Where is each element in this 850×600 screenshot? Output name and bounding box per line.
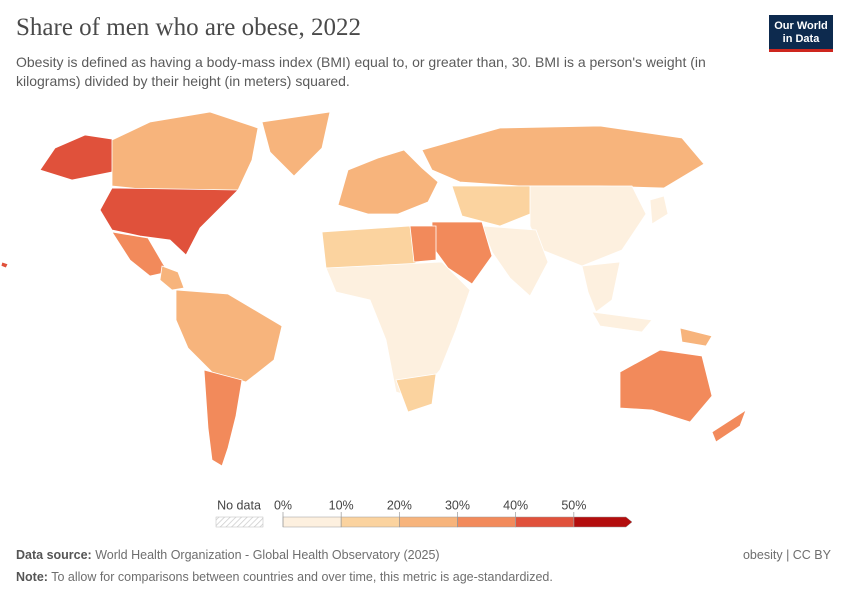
region xyxy=(175,289,283,383)
region xyxy=(99,187,239,256)
note-label: Note: xyxy=(16,570,48,584)
credit[interactable]: obesity | CC BY xyxy=(742,548,831,562)
logo-line: Our World xyxy=(774,20,828,32)
region xyxy=(0,261,9,269)
region xyxy=(581,261,621,313)
region xyxy=(481,225,549,297)
regions xyxy=(0,111,747,467)
source: Data source: World Health Organization -… xyxy=(16,548,440,562)
legend-bin xyxy=(399,516,458,528)
region xyxy=(395,373,437,413)
region xyxy=(325,261,471,399)
region xyxy=(39,134,119,181)
legend-tick-label: 10% xyxy=(329,498,354,512)
legend-bin xyxy=(515,516,575,528)
legend-bin xyxy=(282,516,342,528)
source-text: World Health Organization - Global Healt… xyxy=(95,548,440,562)
legend-tick-label: 50% xyxy=(561,498,586,512)
subtitle: Obesity is defined as having a body-mass… xyxy=(16,54,706,89)
legend-tick-label: 0% xyxy=(274,498,292,512)
legend-tick-label: 40% xyxy=(503,498,528,512)
region xyxy=(529,185,647,267)
region xyxy=(111,111,259,193)
logo[interactable]: Our World in Data xyxy=(769,15,833,52)
map: No data 0% 10% 20% 30% 40% 50% xyxy=(0,111,747,528)
legend-bin xyxy=(340,516,400,528)
region xyxy=(203,369,243,467)
region xyxy=(649,195,669,225)
logo-line: in Data xyxy=(782,33,820,45)
region xyxy=(261,111,331,177)
title: Share of men who are obese, 2022 xyxy=(16,14,362,41)
legend-tick-label: 20% xyxy=(387,498,412,512)
legend-no-data: No data xyxy=(217,498,261,512)
region xyxy=(451,185,541,227)
region xyxy=(679,327,713,347)
region xyxy=(337,149,439,215)
legend-bin xyxy=(457,516,516,528)
note-text: To allow for comparisons between countri… xyxy=(51,570,553,584)
note: Note: To allow for comparisons between c… xyxy=(16,570,553,584)
legend-bin xyxy=(573,516,633,528)
region xyxy=(591,311,653,333)
region xyxy=(711,409,747,443)
region xyxy=(321,225,417,269)
region xyxy=(159,265,185,291)
region xyxy=(421,125,705,189)
region xyxy=(619,349,713,423)
region xyxy=(409,225,437,263)
no-data-swatch xyxy=(215,516,264,528)
legend-tick-label: 30% xyxy=(445,498,470,512)
legend: 0% 10% 20% 30% 40% 50% xyxy=(274,498,633,528)
source-label: Data source: xyxy=(16,548,92,562)
